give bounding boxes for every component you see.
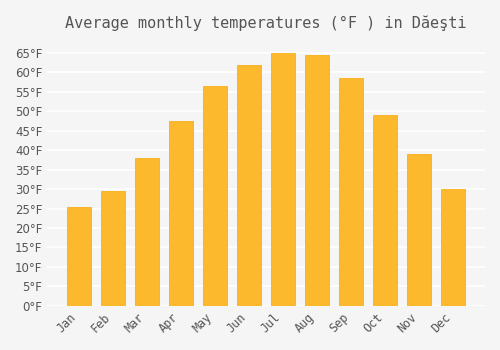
Bar bbox=[101, 191, 125, 306]
Bar bbox=[271, 53, 295, 306]
Bar bbox=[374, 115, 397, 306]
Bar bbox=[339, 78, 363, 306]
Bar bbox=[237, 65, 261, 306]
Bar bbox=[305, 55, 329, 306]
Bar bbox=[135, 158, 159, 306]
Bar bbox=[442, 189, 465, 306]
Bar bbox=[67, 206, 91, 306]
Bar bbox=[408, 154, 431, 306]
Bar bbox=[203, 86, 227, 306]
Bar bbox=[169, 121, 193, 306]
Title: Average monthly temperatures (°F ) in Dăeşti: Average monthly temperatures (°F ) in Dă… bbox=[66, 15, 467, 30]
